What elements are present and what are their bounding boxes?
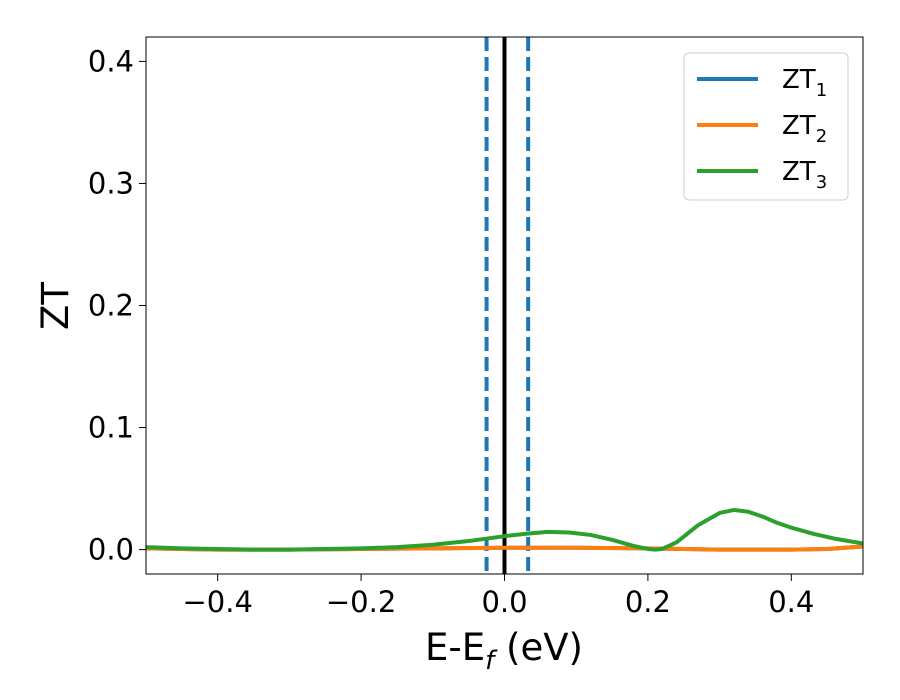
- y-axis-ticks: 0.0 0.1 0.2 0.3 0.4: [88, 44, 146, 567]
- y-tick-label: 0.1: [88, 411, 134, 445]
- legend-label-3: ZT3: [782, 157, 827, 193]
- x-tick-label: −0.2: [326, 585, 396, 619]
- x-tick-label: 0.4: [768, 585, 814, 619]
- legend-box: [683, 52, 849, 201]
- legend-label-2: ZT2: [782, 111, 827, 147]
- legend: ZT1 ZT2 ZT3: [683, 52, 849, 201]
- y-axis-title: ZT: [34, 282, 77, 330]
- y-tick-label: 0.3: [88, 166, 134, 200]
- legend-label-1: ZT1: [782, 65, 827, 101]
- y-tick-label: 0.2: [88, 289, 134, 323]
- x-axis-title: E-Ef (eV): [425, 626, 583, 676]
- x-tick-label: −0.4: [182, 585, 252, 619]
- y-tick-label: 0.0: [88, 533, 134, 567]
- series-lines: [146, 507, 863, 552]
- x-axis-ticks: −0.4 −0.2 0.0 0.2 0.4: [182, 574, 814, 619]
- x-tick-label: 0.0: [481, 585, 527, 619]
- x-tick-label: 0.2: [625, 585, 671, 619]
- reference-lines: [484, 37, 531, 574]
- y-tick-label: 0.4: [88, 44, 134, 78]
- series-line-3: [146, 507, 863, 552]
